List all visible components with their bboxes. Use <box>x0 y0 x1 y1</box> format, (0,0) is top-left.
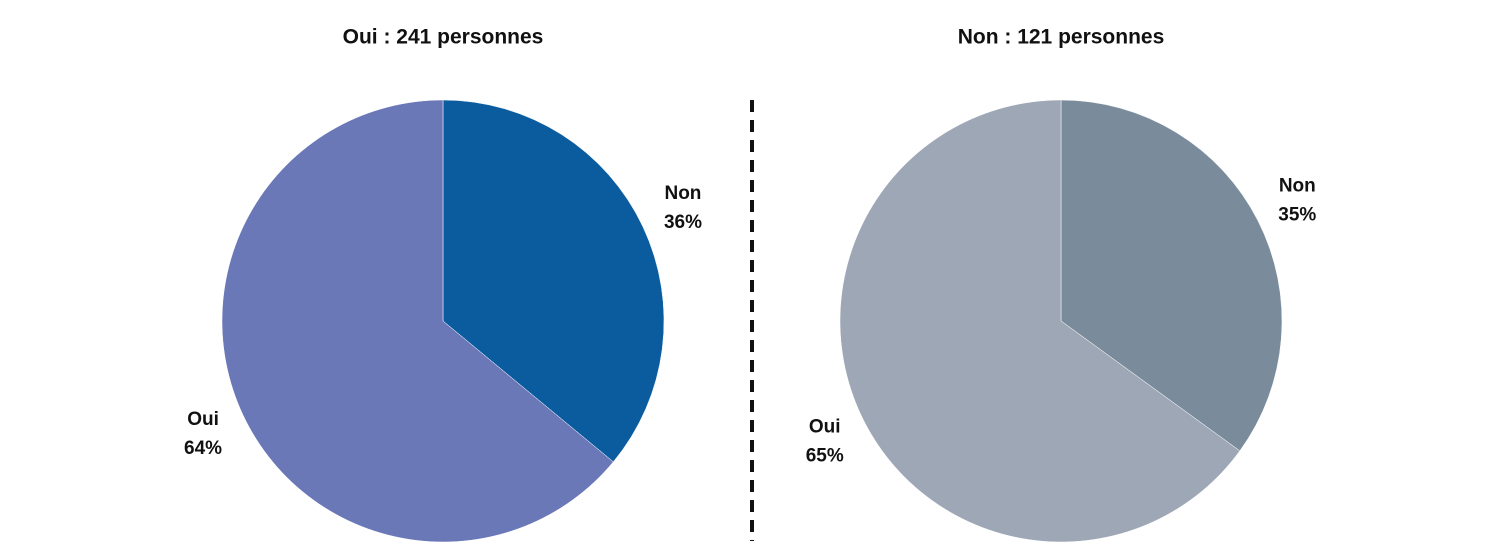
slice-label: Non <box>1279 176 1316 197</box>
value-label: 64% <box>184 438 222 459</box>
value-label: 35% <box>1278 205 1316 226</box>
pie-slice <box>839 99 1241 543</box>
value-label: 36% <box>664 212 702 233</box>
pie-slice <box>442 99 665 463</box>
pie-slice <box>1060 99 1283 452</box>
chart-title: Oui : 241 personnes <box>343 26 544 49</box>
value-label: 65% <box>806 445 844 466</box>
slice-label: Non <box>664 183 701 204</box>
pie-slice <box>221 99 614 543</box>
slice-label: Oui <box>187 409 219 430</box>
slice-label: Oui <box>809 416 841 437</box>
chart-title: Non : 121 personnes <box>958 26 1165 49</box>
